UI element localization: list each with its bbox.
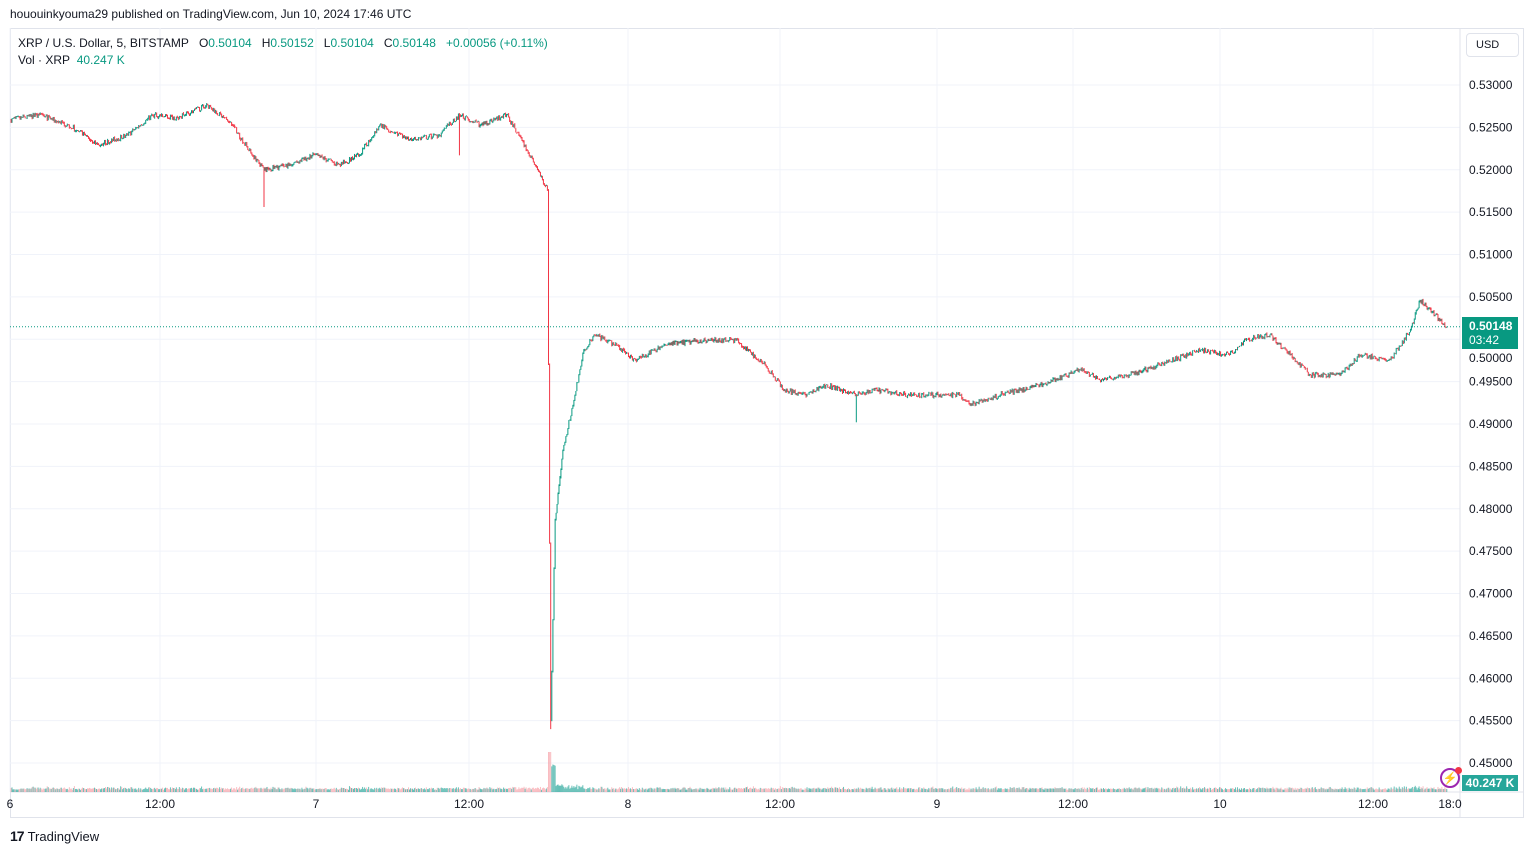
y-tick-label: 0.46500 <box>1469 629 1513 643</box>
currency-button[interactable]: USD <box>1466 33 1519 57</box>
y-tick-label: 0.45000 <box>1469 756 1513 770</box>
bar-countdown: 03:42 <box>1469 333 1500 347</box>
x-tick-label: 6 <box>7 797 14 811</box>
y-tick-label: 0.50500 <box>1469 290 1513 304</box>
x-tick-label: 7 <box>313 797 320 811</box>
x-tick-label: 8 <box>625 797 632 811</box>
close-value: 0.50148 <box>392 36 436 50</box>
change-value: +0.00056 (+0.11%) <box>445 36 548 50</box>
notification-dot <box>1455 767 1462 774</box>
y-tick-label: 0.47000 <box>1469 587 1513 601</box>
y-tick-label: 0.49500 <box>1469 375 1513 389</box>
y-tick-label: 0.51000 <box>1469 248 1513 262</box>
last-price-label: 0.50148 03:42 <box>1462 317 1518 349</box>
candles <box>10 103 1448 730</box>
grid <box>9 28 1524 818</box>
tradingview-logo-icon[interactable]: 17 <box>10 828 25 844</box>
high-label: H <box>261 36 271 50</box>
last-price: 0.50148 <box>1469 319 1513 333</box>
y-tick-label: 0.51500 <box>1469 205 1513 219</box>
y-tick-label: 0.45500 <box>1469 714 1513 728</box>
published-by: hououinkyouma29 published on TradingView… <box>10 7 412 21</box>
x-tick-label: 12:00 <box>1058 797 1088 811</box>
price-axis: 0.53000 0.52500 0.52000 0.51500 0.51000 0.505… <box>1469 78 1513 770</box>
x-tick-label: 12:00 <box>765 797 795 811</box>
low-value: 0.50104 <box>330 36 374 50</box>
y-tick-label: 0.52500 <box>1469 120 1513 134</box>
footer: 17 TradingView <box>10 828 99 844</box>
open-label: O <box>198 36 209 50</box>
symbol-legend: XRP / U.S. Dollar, 5, BITSTAMP O0.50104 … <box>18 35 548 69</box>
x-tick-label: 12:00 <box>454 797 484 811</box>
time-axis: 6 12:00 7 12:00 8 12:00 9 12:00 10 12:00 18:0 <box>7 797 1462 811</box>
y-tick-label: 0.50000 <box>1469 351 1513 365</box>
volume-title[interactable]: Vol · XRP <box>18 53 71 67</box>
y-tick-label: 0.48000 <box>1469 502 1513 516</box>
y-tick-label: 0.53000 <box>1469 78 1513 92</box>
y-tick-label: 0.49000 <box>1469 417 1513 431</box>
x-tick-label: 12:00 <box>1358 797 1388 811</box>
close-label: C <box>383 36 393 50</box>
open-value: 0.50104 <box>208 36 252 50</box>
volume-value: 40.247 K <box>76 53 125 67</box>
low-label: L <box>323 36 331 50</box>
x-tick-label: 18:0 <box>1438 797 1462 811</box>
y-tick-label: 0.52000 <box>1469 163 1513 177</box>
x-tick-label: 9 <box>934 797 941 811</box>
y-tick-label: 0.46000 <box>1469 671 1513 685</box>
y-tick-label: 0.47500 <box>1469 544 1513 558</box>
symbol-title[interactable]: XRP / U.S. Dollar, 5, BITSTAMP <box>18 36 189 50</box>
lightning-bolt-icon[interactable]: ⚡ <box>1440 767 1462 788</box>
volume-axis-label: 40.247 K <box>1462 775 1518 791</box>
high-value: 0.50152 <box>270 36 314 50</box>
footer-logo-text[interactable]: TradingView <box>27 828 100 844</box>
volume-bars <box>10 752 1448 792</box>
y-tick-label: 0.48500 <box>1469 459 1513 473</box>
x-tick-label: 10 <box>1213 797 1227 811</box>
x-tick-label: 12:00 <box>145 797 175 811</box>
